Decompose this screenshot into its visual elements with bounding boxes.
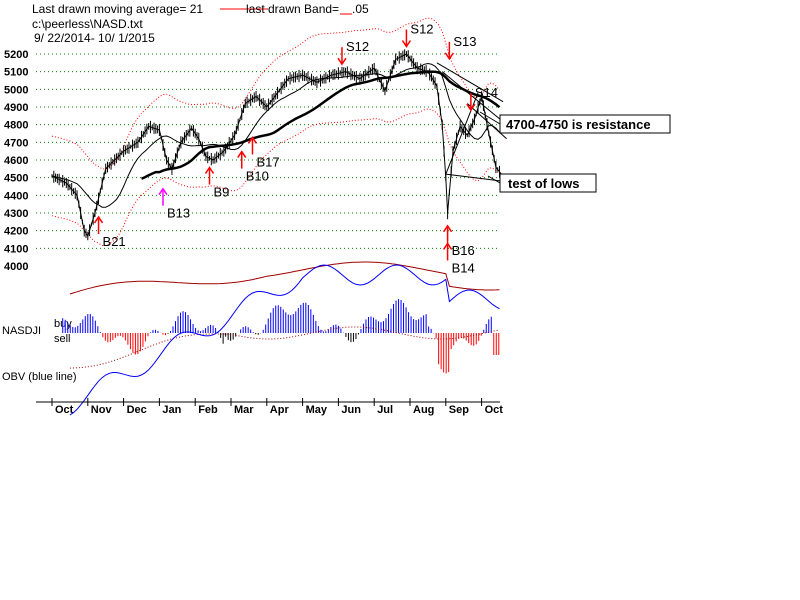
signal-arrowhead-7: [444, 52, 455, 61]
signal-arrowhead-0: [93, 215, 104, 224]
signal-arrowhead-9: [442, 224, 453, 233]
indicator-lower-band: [69, 326, 500, 369]
callout-lows-text: test of lows: [508, 176, 580, 191]
moving-average-lines: [51, 62, 501, 208]
signal-arrowhead-5: [337, 57, 347, 66]
ma-21-line: [51, 62, 500, 208]
price-y-axis: 4000 4100 4200 4300 4400 4500 4600 4700 4800 4900…: [4, 49, 28, 273]
obv-label: OBV (blue line): [2, 371, 77, 383]
indicator-upper-band: [69, 261, 500, 295]
band-value: .05: [352, 2, 369, 16]
callout-resistance: 4700-4750 is resistance: [479, 111, 671, 134]
file-path: c:\peerless\NASD.txt: [32, 17, 143, 31]
y-tick-3: 4300: [4, 208, 28, 220]
signal-arrowhead-4: [247, 136, 258, 144]
y-tick-11: 5100: [4, 67, 28, 79]
price-line: [51, 53, 502, 238]
signal-label-b21: B21: [103, 234, 126, 249]
y-tick-10: 5000: [4, 84, 28, 96]
signal-label-b16: B16: [452, 243, 475, 258]
callout-resistance-text: 4700-4750 is resistance: [506, 117, 651, 132]
signal-label-b10: B10: [246, 169, 269, 184]
month-label-jan: Jan: [162, 404, 181, 416]
month-label-sep: Sep: [449, 404, 469, 416]
trend-line-1: [441, 71, 507, 126]
y-tick-9: 4900: [4, 102, 28, 114]
y-tick-12: 5200: [4, 49, 28, 61]
trend-line-0: [436, 62, 504, 103]
signal-label-s14: S14: [475, 85, 498, 100]
signal-arrowhead-3: [237, 150, 247, 159]
signal-label-s12: S12: [346, 39, 369, 54]
signal-label-b17: B17: [256, 154, 279, 169]
y-tick-7: 4700: [4, 137, 28, 149]
sell-label: sell: [54, 333, 71, 345]
callout-lows-pointer: [487, 175, 501, 184]
signal-arrowhead-8: [466, 103, 476, 112]
y-tick-2: 4200: [4, 226, 28, 238]
month-label-dec: Dec: [127, 404, 147, 416]
nasdji-histogram: [62, 299, 500, 374]
month-label-oct: Oct: [485, 404, 504, 416]
month-label-nov: Nov: [91, 404, 113, 416]
month-label-feb: Feb: [198, 404, 218, 416]
month-axis: Oct Nov Dec Jan Feb Mar Apr May Jun Jul Aug Sep Oct: [36, 398, 503, 416]
month-label-mar: Mar: [234, 404, 254, 416]
month-label-aug: Aug: [413, 404, 434, 416]
signal-arrowhead-6: [401, 40, 412, 48]
month-label-jun: Jun: [341, 404, 361, 416]
month-label-jul: Jul: [377, 404, 393, 416]
price-gridlines: [36, 53, 500, 249]
trend-line-3: [445, 92, 479, 175]
signal-arrowhead-1: [158, 187, 168, 196]
y-tick-5: 4500: [4, 173, 28, 185]
signal-arrowhead-2: [204, 166, 215, 174]
callout-test-of-lows: test of lows: [487, 173, 597, 193]
signal-arrowhead-10: [442, 242, 453, 250]
indicator-lines: [69, 261, 500, 416]
y-tick-0: 4000: [4, 261, 28, 273]
y-tick-1: 4100: [4, 243, 28, 255]
band-lines: [51, 17, 500, 246]
y-tick-4: 4400: [4, 190, 28, 202]
y-tick-6: 4600: [4, 155, 28, 167]
month-label-oct: Oct: [55, 404, 74, 416]
callout-resistance-pointer: [479, 111, 501, 125]
date-range: 9/ 22/2014- 10/ 1/2015: [34, 31, 155, 45]
signal-label-s13: S13: [453, 34, 476, 49]
nasdji-label: NASDJI: [2, 325, 41, 337]
signal-label-b9: B9: [214, 185, 230, 200]
trend-line-2: [445, 173, 504, 182]
upper-band-line: [51, 17, 500, 170]
obv-line: [69, 264, 500, 416]
signal-label-b13: B13: [167, 206, 190, 221]
price-series: [51, 49, 502, 241]
month-label-may: May: [306, 404, 328, 416]
signal-label-s12: S12: [410, 22, 433, 37]
month-label-apr: Apr: [270, 404, 290, 416]
ma-65-line: [140, 70, 501, 180]
moving-average-text: Last drawn moving average= 21: [32, 2, 203, 16]
band-label: last drawn Band=: [246, 2, 339, 16]
y-tick-8: 4800: [4, 120, 28, 132]
signal-label-b14: B14: [452, 260, 475, 275]
